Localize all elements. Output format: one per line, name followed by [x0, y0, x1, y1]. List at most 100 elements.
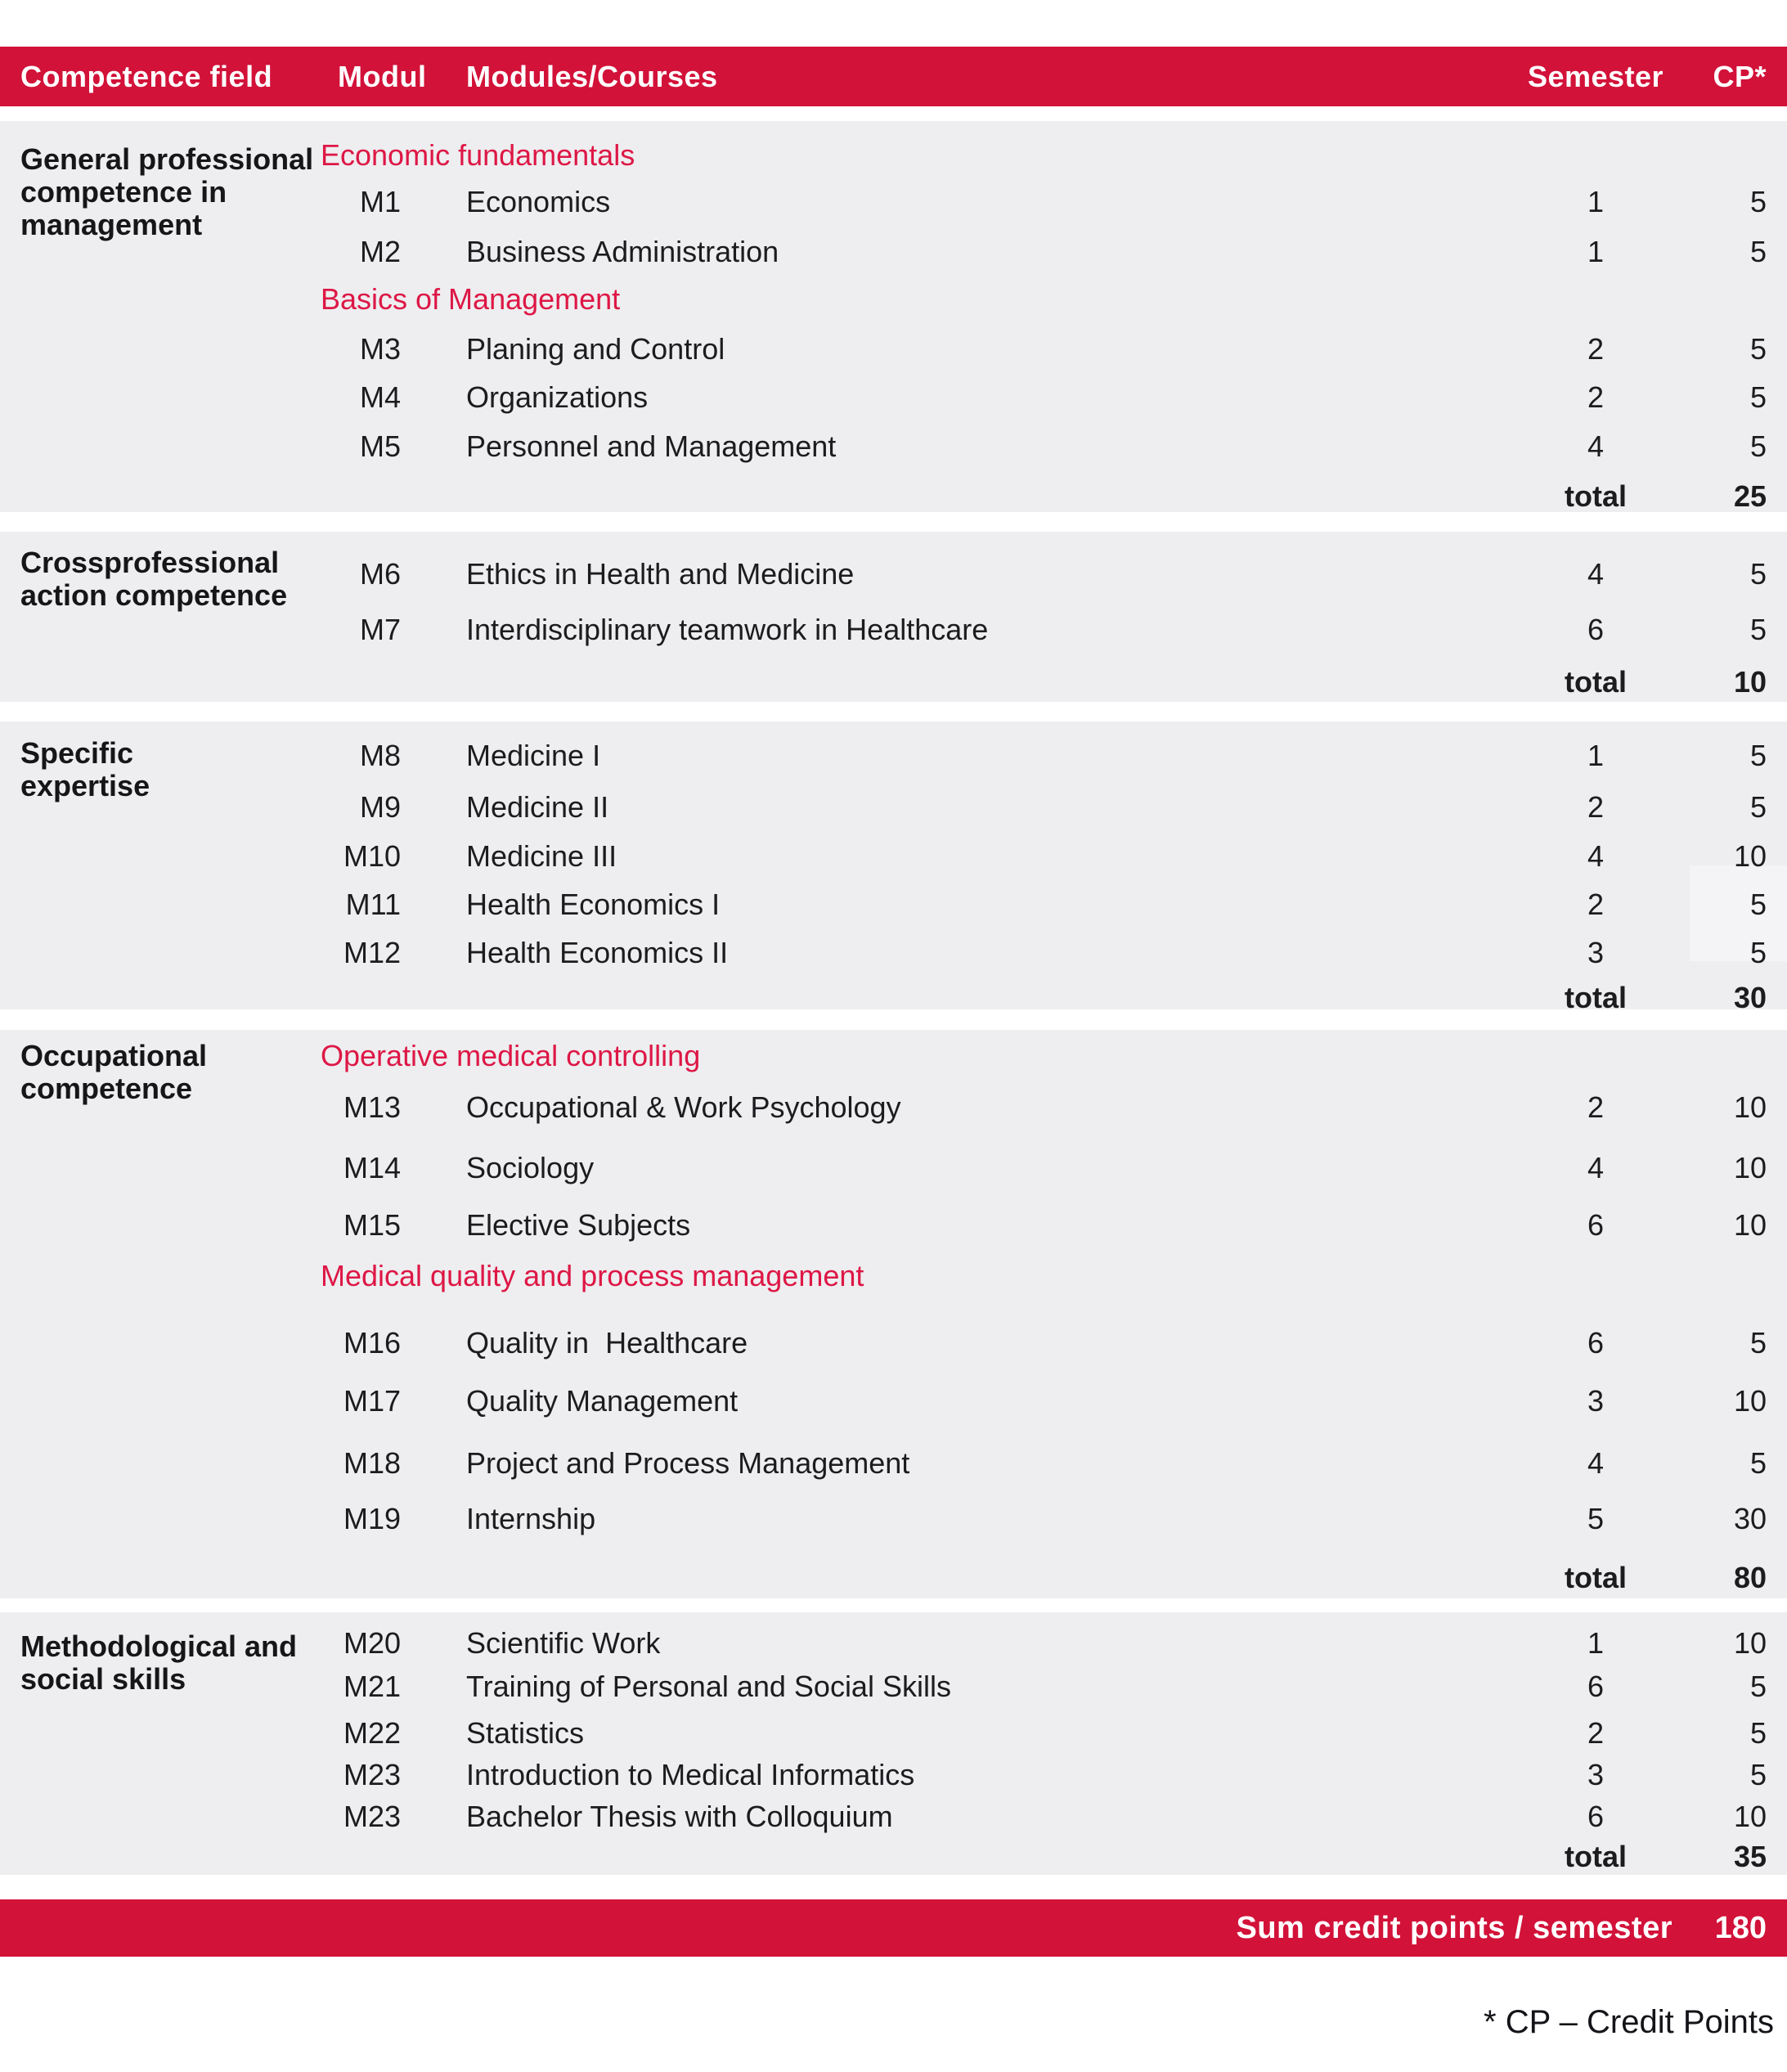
header-cp: CP*: [1713, 60, 1767, 93]
total-row: total 10: [0, 663, 1787, 702]
course-row: M14 Sociology 4 10: [0, 1148, 1787, 1188]
course-cell: Statistics: [466, 1716, 585, 1750]
total-row: total 25: [0, 477, 1787, 516]
course-row: M18 Project and Process Management 4 5: [0, 1444, 1787, 1483]
semester-cell: 4: [1587, 839, 1605, 873]
cp-cell: 5: [1749, 790, 1767, 824]
total-value: 10: [1733, 665, 1767, 699]
course-row: M5 Personnel and Management 4 5: [0, 427, 1787, 466]
total-value: 25: [1733, 479, 1767, 513]
course-cell: Introduction to Medical Informatics: [466, 1758, 915, 1791]
table-header-bar: [0, 47, 1787, 106]
semester-cell: 5: [1587, 1502, 1605, 1535]
cp-cell: 5: [1749, 1326, 1767, 1360]
course-cell: Project and Process Management: [466, 1446, 910, 1480]
cp-cell: 10: [1733, 1090, 1767, 1124]
semester-cell: 2: [1587, 1090, 1605, 1124]
section-background: [0, 121, 1787, 512]
cp-cell: 5: [1749, 380, 1767, 414]
sum-footer-bar: [0, 1899, 1787, 1957]
cp-cell: 10: [1733, 1384, 1767, 1418]
section-subheading: Basics of Management: [321, 282, 621, 316]
total-row: total 80: [0, 1558, 1787, 1598]
course-row: M20 Scientific Work 1 10: [0, 1624, 1787, 1663]
competence-field-label: Crossprofessional action competence: [20, 546, 288, 612]
modul-cell: M8: [359, 739, 401, 772]
subhead-row: Operative medical controlling: [0, 1036, 1787, 1076]
cp-cell: 5: [1749, 1758, 1767, 1791]
modul-cell: M4: [359, 380, 401, 414]
course-row: M10 Medicine III 4 10: [0, 837, 1787, 876]
course-row: M19 Internship 5 30: [0, 1499, 1787, 1539]
total-value: 80: [1733, 1561, 1767, 1594]
course-cell: Ethics in Health and Medicine: [466, 557, 855, 591]
course-cell: Quality Management: [466, 1384, 739, 1418]
course-row: M8 Medicine I 1 5: [0, 736, 1787, 775]
cp-cell: 5: [1749, 557, 1767, 591]
cp-cell: 10: [1733, 1151, 1767, 1184]
cp-cell: 10: [1733, 1208, 1767, 1242]
course-cell: Quality in Healthcare: [466, 1326, 748, 1360]
cp-cell: 5: [1749, 888, 1767, 921]
competence-field-label: Methodological and social skills: [20, 1629, 297, 1696]
cp-cell: 5: [1749, 1670, 1767, 1703]
cp-highlight-patch: [1690, 865, 1787, 961]
modul-cell: M10: [343, 839, 401, 873]
cp-cell: 10: [1733, 1800, 1767, 1833]
modul-cell: M11: [345, 888, 401, 921]
header-modul: Modul: [338, 60, 427, 93]
semester-cell: 6: [1587, 613, 1605, 646]
course-row: M22 Statistics 2 5: [0, 1714, 1787, 1753]
total-label: total: [1565, 479, 1627, 513]
course-row: M4 Organizations 2 5: [0, 378, 1787, 417]
modul-cell: M22: [343, 1716, 401, 1750]
course-cell: Medicine III: [466, 839, 617, 873]
semester-cell: 1: [1587, 1626, 1605, 1660]
semester-cell: 2: [1587, 888, 1605, 921]
course-row: M3 Planing and Control 2 5: [0, 330, 1787, 369]
modul-cell: M12: [343, 936, 401, 969]
modul-cell: M19: [343, 1502, 401, 1535]
course-cell: Bachelor Thesis with Colloquium: [466, 1800, 893, 1833]
modul-cell: M21: [343, 1670, 401, 1703]
semester-cell: 4: [1587, 1151, 1605, 1184]
course-cell: Sociology: [466, 1151, 595, 1184]
competence-field-label: General professional competence in manag…: [20, 142, 314, 241]
modul-cell: M17: [343, 1384, 401, 1418]
course-row: M13 Occupational & Work Psychology 2 10: [0, 1088, 1787, 1127]
semester-cell: 3: [1587, 936, 1605, 969]
semester-cell: 6: [1587, 1800, 1605, 1833]
subhead-row: Medical quality and process management: [0, 1256, 1787, 1296]
cp-cell: 5: [1749, 235, 1767, 268]
course-cell: Elective Subjects: [466, 1208, 691, 1242]
semester-cell: 2: [1587, 332, 1605, 366]
cp-cell: 5: [1749, 429, 1767, 463]
semester-cell: 4: [1587, 557, 1605, 591]
course-row: M7 Interdisciplinary teamwork in Healthca…: [0, 610, 1787, 649]
semester-cell: 4: [1587, 1446, 1605, 1480]
section-background: [0, 1612, 1787, 1875]
modul-cell: M7: [359, 613, 401, 646]
course-row: M2 Business Administration 1 5: [0, 232, 1787, 272]
course-cell: Scientific Work: [466, 1626, 661, 1660]
course-cell: Personnel and Management: [466, 429, 837, 463]
modul-cell: M14: [343, 1151, 401, 1184]
modul-cell: M9: [359, 790, 401, 824]
total-label: total: [1565, 665, 1627, 699]
semester-cell: 6: [1587, 1208, 1605, 1242]
course-cell: Medicine II: [466, 790, 609, 824]
section-subheading: Economic fundamentals: [321, 138, 635, 172]
semester-cell: 3: [1587, 1758, 1605, 1791]
course-row: M9 Medicine II 2 5: [0, 788, 1787, 827]
course-row: M6 Ethics in Health and Medicine 4 5: [0, 555, 1787, 594]
modul-cell: M23: [343, 1800, 401, 1833]
cp-cell: 5: [1749, 185, 1767, 218]
semester-cell: 1: [1587, 235, 1605, 268]
sum-credit-points-value: 180: [1714, 1911, 1767, 1945]
competence-field-label: Occupational competence: [20, 1039, 208, 1105]
course-row: M1 Economics 1 5: [0, 182, 1787, 222]
modul-cell: M2: [359, 235, 401, 268]
modul-cell: M15: [343, 1208, 401, 1242]
total-label: total: [1565, 1561, 1627, 1594]
